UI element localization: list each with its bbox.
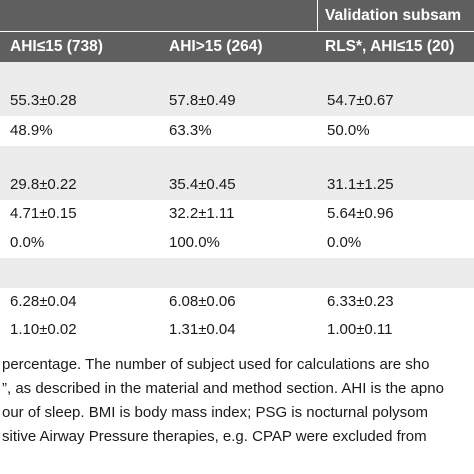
table-row: 55.3±0.28 57.8±0.49 54.7±0.67 (0, 86, 474, 116)
table-cell: 1.00±0.11 (327, 321, 393, 338)
table-cell: 1.31±0.04 (169, 321, 236, 338)
table-cell: 6.08±0.06 (169, 293, 236, 310)
table-row: 6.28±0.04 6.08±0.06 6.33±0.23 (0, 288, 474, 316)
table-cell: 50.0% (327, 122, 370, 139)
table-cell: 55.3±0.28 (10, 92, 77, 109)
header-rule (0, 31, 474, 32)
table-cell: 63.3% (169, 122, 212, 139)
table-cell: 100.0% (169, 234, 220, 251)
table-row (0, 258, 474, 288)
table-cell: 48.9% (10, 122, 53, 139)
footnote-line: our of sleep. BMI is body mass index; PS… (2, 404, 429, 421)
table-row: 1.10±0.02 1.31±0.04 1.00±0.11 (0, 316, 474, 344)
header-divider (317, 0, 318, 32)
table-cell: 29.8±0.22 (10, 176, 77, 193)
column-header-ahi-gt-15: AHI>15 (264) (169, 38, 263, 55)
column-header-ahi-le-15: AHI≤15 (738) (10, 38, 103, 55)
column-header-rls: RLS*, AHI≤15 (20) (325, 38, 455, 55)
table-row: 4.71±0.15 32.2±1.11 5.64±0.96 (0, 200, 474, 228)
group-title: Validation subsam (325, 7, 462, 24)
table-cell: 6.33±0.23 (327, 293, 394, 310)
table-cell: 57.8±0.49 (169, 92, 236, 109)
table-cell: 35.4±0.45 (169, 176, 236, 193)
table-cell: 4.71±0.15 (10, 205, 77, 222)
table-row: 0.0% 100.0% 0.0% (0, 228, 474, 258)
footnote-line: ”, as described in the material and meth… (2, 380, 444, 397)
table-cell: 31.1±1.25 (327, 176, 394, 193)
footnote-line: sitive Airway Pressure therapies, e.g. C… (2, 428, 427, 445)
table-cell: 0.0% (327, 234, 362, 251)
table-row (0, 62, 474, 86)
table-row: 29.8±0.22 35.4±0.45 31.1±1.25 (0, 170, 474, 200)
table-cell: 0.0% (10, 234, 45, 251)
footnote-line: percentage. The number of subject used f… (2, 356, 430, 373)
table-cell: 54.7±0.67 (327, 92, 394, 109)
table-cell: 1.10±0.02 (10, 321, 77, 338)
table-row (0, 146, 474, 170)
table-row: 48.9% 63.3% 50.0% (0, 116, 474, 146)
table-cell: 6.28±0.04 (10, 293, 77, 310)
table-cell: 5.64±0.96 (327, 205, 394, 222)
table-cell: 32.2±1.11 (169, 205, 235, 222)
